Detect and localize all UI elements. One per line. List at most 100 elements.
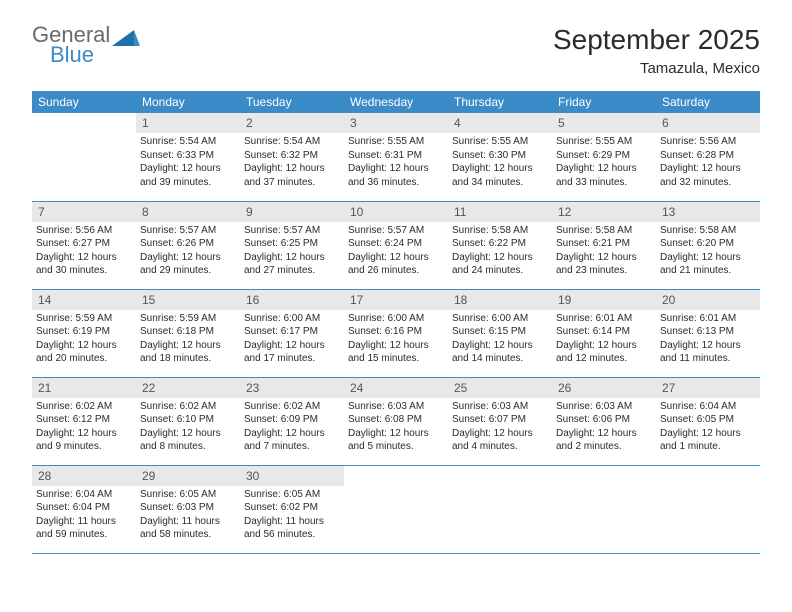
weekday-header: Thursday <box>448 91 552 113</box>
logo: General Blue <box>32 24 140 66</box>
header: General Blue September 2025 Tamazula, Me… <box>0 0 792 85</box>
day-number: 6 <box>656 113 760 133</box>
calendar-cell <box>552 465 656 553</box>
day-body: Sunrise: 5:54 AMSunset: 6:32 PMDaylight:… <box>240 133 344 193</box>
weekday-header: Sunday <box>32 91 136 113</box>
day-body: Sunrise: 6:01 AMSunset: 6:14 PMDaylight:… <box>552 310 656 370</box>
calendar-cell: 3Sunrise: 5:55 AMSunset: 6:31 PMDaylight… <box>344 113 448 201</box>
day-number: 27 <box>656 378 760 398</box>
logo-part2: Blue <box>50 44 110 66</box>
day-body: Sunrise: 6:02 AMSunset: 6:12 PMDaylight:… <box>32 398 136 458</box>
calendar-cell: 9Sunrise: 5:57 AMSunset: 6:25 PMDaylight… <box>240 201 344 289</box>
calendar-cell <box>32 113 136 201</box>
day-number: 11 <box>448 202 552 222</box>
day-body: Sunrise: 6:03 AMSunset: 6:06 PMDaylight:… <box>552 398 656 458</box>
day-body: Sunrise: 5:55 AMSunset: 6:29 PMDaylight:… <box>552 133 656 193</box>
day-number: 21 <box>32 378 136 398</box>
calendar-cell: 14Sunrise: 5:59 AMSunset: 6:19 PMDayligh… <box>32 289 136 377</box>
weekday-header: Tuesday <box>240 91 344 113</box>
day-number: 4 <box>448 113 552 133</box>
calendar-cell: 26Sunrise: 6:03 AMSunset: 6:06 PMDayligh… <box>552 377 656 465</box>
day-body: Sunrise: 6:02 AMSunset: 6:10 PMDaylight:… <box>136 398 240 458</box>
day-number: 20 <box>656 290 760 310</box>
calendar-cell: 4Sunrise: 5:55 AMSunset: 6:30 PMDaylight… <box>448 113 552 201</box>
day-body: Sunrise: 6:00 AMSunset: 6:15 PMDaylight:… <box>448 310 552 370</box>
day-body: Sunrise: 6:03 AMSunset: 6:07 PMDaylight:… <box>448 398 552 458</box>
day-body: Sunrise: 6:03 AMSunset: 6:08 PMDaylight:… <box>344 398 448 458</box>
calendar-cell: 22Sunrise: 6:02 AMSunset: 6:10 PMDayligh… <box>136 377 240 465</box>
day-number: 16 <box>240 290 344 310</box>
calendar-cell: 23Sunrise: 6:02 AMSunset: 6:09 PMDayligh… <box>240 377 344 465</box>
calendar-cell <box>656 465 760 553</box>
day-number: 29 <box>136 466 240 486</box>
calendar-cell <box>448 465 552 553</box>
calendar-row: 1Sunrise: 5:54 AMSunset: 6:33 PMDaylight… <box>32 113 760 201</box>
day-number: 13 <box>656 202 760 222</box>
day-number: 14 <box>32 290 136 310</box>
calendar-cell: 17Sunrise: 6:00 AMSunset: 6:16 PMDayligh… <box>344 289 448 377</box>
calendar-cell: 1Sunrise: 5:54 AMSunset: 6:33 PMDaylight… <box>136 113 240 201</box>
calendar-cell: 12Sunrise: 5:58 AMSunset: 6:21 PMDayligh… <box>552 201 656 289</box>
calendar-row: 14Sunrise: 5:59 AMSunset: 6:19 PMDayligh… <box>32 289 760 377</box>
day-body: Sunrise: 5:55 AMSunset: 6:30 PMDaylight:… <box>448 133 552 193</box>
day-number: 12 <box>552 202 656 222</box>
calendar-cell: 2Sunrise: 5:54 AMSunset: 6:32 PMDaylight… <box>240 113 344 201</box>
logo-text: General Blue <box>32 24 110 66</box>
calendar-cell: 16Sunrise: 6:00 AMSunset: 6:17 PMDayligh… <box>240 289 344 377</box>
calendar-cell: 15Sunrise: 5:59 AMSunset: 6:18 PMDayligh… <box>136 289 240 377</box>
weekday-row: SundayMondayTuesdayWednesdayThursdayFrid… <box>32 91 760 113</box>
day-number: 8 <box>136 202 240 222</box>
day-number: 7 <box>32 202 136 222</box>
calendar-cell: 5Sunrise: 5:55 AMSunset: 6:29 PMDaylight… <box>552 113 656 201</box>
weekday-header: Friday <box>552 91 656 113</box>
day-number: 2 <box>240 113 344 133</box>
day-number: 17 <box>344 290 448 310</box>
calendar-head: SundayMondayTuesdayWednesdayThursdayFrid… <box>32 91 760 113</box>
calendar-cell: 21Sunrise: 6:02 AMSunset: 6:12 PMDayligh… <box>32 377 136 465</box>
day-number: 1 <box>136 113 240 133</box>
calendar-cell: 29Sunrise: 6:05 AMSunset: 6:03 PMDayligh… <box>136 465 240 553</box>
day-number: 10 <box>344 202 448 222</box>
calendar-cell: 30Sunrise: 6:05 AMSunset: 6:02 PMDayligh… <box>240 465 344 553</box>
day-number: 23 <box>240 378 344 398</box>
day-body: Sunrise: 6:01 AMSunset: 6:13 PMDaylight:… <box>656 310 760 370</box>
calendar-cell: 27Sunrise: 6:04 AMSunset: 6:05 PMDayligh… <box>656 377 760 465</box>
calendar-cell: 8Sunrise: 5:57 AMSunset: 6:26 PMDaylight… <box>136 201 240 289</box>
day-body: Sunrise: 5:57 AMSunset: 6:24 PMDaylight:… <box>344 222 448 282</box>
day-body: Sunrise: 6:04 AMSunset: 6:04 PMDaylight:… <box>32 486 136 546</box>
calendar-body: 1Sunrise: 5:54 AMSunset: 6:33 PMDaylight… <box>32 113 760 553</box>
logo-triangle-icon <box>112 28 140 48</box>
day-body: Sunrise: 5:57 AMSunset: 6:25 PMDaylight:… <box>240 222 344 282</box>
day-body: Sunrise: 5:55 AMSunset: 6:31 PMDaylight:… <box>344 133 448 193</box>
day-number: 28 <box>32 466 136 486</box>
weekday-header: Saturday <box>656 91 760 113</box>
calendar-cell: 25Sunrise: 6:03 AMSunset: 6:07 PMDayligh… <box>448 377 552 465</box>
day-body: Sunrise: 5:56 AMSunset: 6:28 PMDaylight:… <box>656 133 760 193</box>
calendar-row: 21Sunrise: 6:02 AMSunset: 6:12 PMDayligh… <box>32 377 760 465</box>
day-body: Sunrise: 6:05 AMSunset: 6:02 PMDaylight:… <box>240 486 344 546</box>
calendar-cell: 11Sunrise: 5:58 AMSunset: 6:22 PMDayligh… <box>448 201 552 289</box>
calendar-cell: 19Sunrise: 6:01 AMSunset: 6:14 PMDayligh… <box>552 289 656 377</box>
day-number: 18 <box>448 290 552 310</box>
day-number: 15 <box>136 290 240 310</box>
location: Tamazula, Mexico <box>553 60 760 77</box>
calendar-cell: 20Sunrise: 6:01 AMSunset: 6:13 PMDayligh… <box>656 289 760 377</box>
day-body: Sunrise: 5:59 AMSunset: 6:19 PMDaylight:… <box>32 310 136 370</box>
day-body: Sunrise: 5:58 AMSunset: 6:22 PMDaylight:… <box>448 222 552 282</box>
day-body: Sunrise: 5:59 AMSunset: 6:18 PMDaylight:… <box>136 310 240 370</box>
day-number: 25 <box>448 378 552 398</box>
day-number: 30 <box>240 466 344 486</box>
day-body: Sunrise: 6:02 AMSunset: 6:09 PMDaylight:… <box>240 398 344 458</box>
day-number: 3 <box>344 113 448 133</box>
day-body: Sunrise: 6:00 AMSunset: 6:16 PMDaylight:… <box>344 310 448 370</box>
calendar-cell: 28Sunrise: 6:04 AMSunset: 6:04 PMDayligh… <box>32 465 136 553</box>
day-body: Sunrise: 5:57 AMSunset: 6:26 PMDaylight:… <box>136 222 240 282</box>
day-number: 22 <box>136 378 240 398</box>
calendar-cell <box>344 465 448 553</box>
day-number: 9 <box>240 202 344 222</box>
day-body: Sunrise: 5:58 AMSunset: 6:21 PMDaylight:… <box>552 222 656 282</box>
calendar-row: 7Sunrise: 5:56 AMSunset: 6:27 PMDaylight… <box>32 201 760 289</box>
day-body: Sunrise: 6:05 AMSunset: 6:03 PMDaylight:… <box>136 486 240 546</box>
day-body: Sunrise: 5:56 AMSunset: 6:27 PMDaylight:… <box>32 222 136 282</box>
day-number: 5 <box>552 113 656 133</box>
